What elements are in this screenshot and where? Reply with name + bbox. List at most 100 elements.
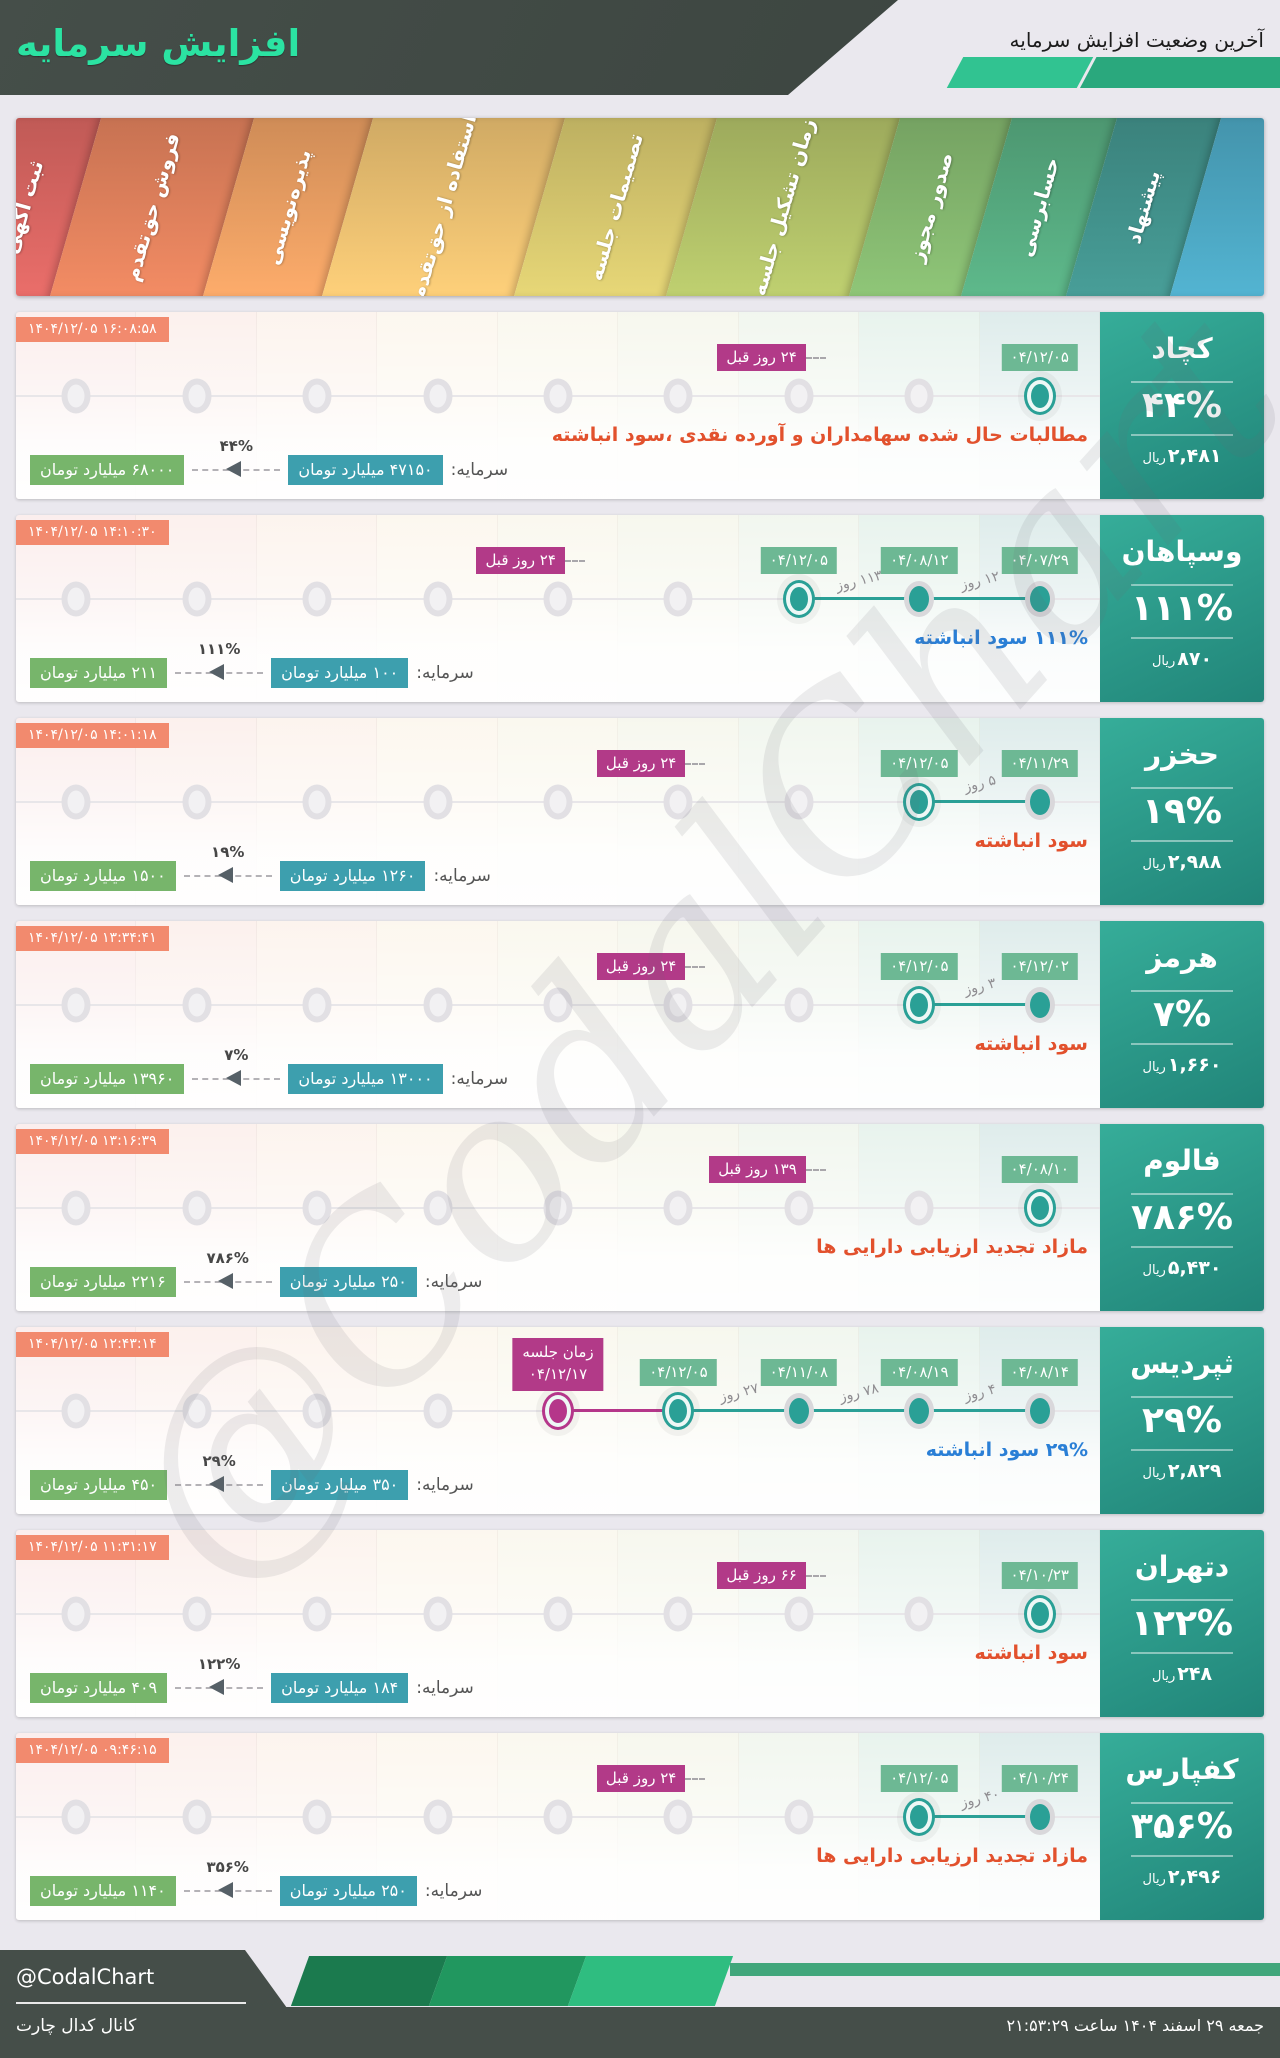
stage-label: زمان تشکیل جلسه [745, 118, 820, 296]
report-timestamp-badge: ۱۴۰۴/۱۲/۰۵ ۱۱:۳۱:۱۷ [16, 1535, 169, 1560]
report-timestamp-badge: ۱۴۰۴/۱۲/۰۵ ۰۹:۴۶:۱۵ [16, 1738, 169, 1763]
arrow-head-icon [217, 1273, 233, 1289]
stage-label: پیشنهاد [1121, 167, 1166, 247]
capital-increase-percent: ۲۹% [202, 1452, 236, 1470]
capital-increase-percent: ۷۸۶% [206, 1249, 249, 1267]
days-ago-badge: ۶۶ روز قبل [717, 1562, 806, 1589]
increase-source-text: مطالبات حال شده سهامداران و آورده نقدی ،… [551, 424, 1088, 446]
timeline-layer: ۱۱۳ روز ۱۲ روز ۰۴/۱۲/۰۵ ۲۴ روز قبل ۰۴/۰۸/۱۲ ۰… [16, 515, 1100, 702]
panel-divider-top [1131, 1396, 1233, 1398]
share-price: ۲,۹۸۸ ریال [1143, 851, 1222, 873]
stage-dot-empty [61, 1190, 91, 1226]
stage-dot-active [1026, 380, 1053, 412]
stage-dot-active [665, 1395, 692, 1427]
stage-dot-empty [663, 987, 693, 1023]
increase-percent: ۱۱۱% [1131, 588, 1233, 629]
company-name: حخزر [1145, 738, 1219, 771]
capital-row: ۱۳۹۶۰ میلیارد تومان ۷% ۱۳۰۰۰ میلیارد توم… [30, 1046, 508, 1095]
stage-dot-empty [423, 784, 453, 820]
increase-percent: ۷۸۶% [1131, 1197, 1233, 1238]
gap-days-label: ۲۷ روز [717, 1380, 760, 1406]
stage-dot-active [904, 581, 935, 617]
days-ago-group: ۲۴ روز قبل [596, 1765, 706, 1792]
gap-days-label: ۱۲ روز [958, 568, 1001, 594]
event-date-badge: ۰۴/۰۸/۱۴ [1001, 1359, 1078, 1386]
capital-new-value: ۲۲۱۶ میلیارد تومان [30, 1267, 176, 1297]
stage-label: صدور مجوز [903, 149, 958, 265]
price-number: ۲,۸۲۹ [1167, 1460, 1222, 1482]
dashed-connector [685, 762, 706, 765]
event-date-badge: ۰۴/۱۱/۰۸ [760, 1359, 838, 1386]
capital-label: سرمایه: [416, 663, 474, 683]
capital-current-value: ۴۷۱۵۰ میلیارد تومان [288, 455, 443, 485]
company-name: کچاد [1151, 332, 1213, 365]
price-number: ۲,۴۹۶ [1167, 1866, 1222, 1888]
increase-percent: ۲۹% [1141, 1400, 1222, 1441]
stage-dot-empty [543, 1596, 573, 1632]
price-unit: ریال [1142, 1263, 1166, 1278]
event-date-badge: ۰۴/۱۰/۲۳ [1001, 1562, 1078, 1589]
gap-days-label: ۴۰ روز [958, 1786, 1001, 1812]
event-date-badge: ۰۴/۰۸/۱۲ [881, 547, 958, 574]
dashed-connector [685, 965, 706, 968]
stage-dot-empty [61, 378, 91, 414]
company-panel: فالوم ۷۸۶% ۵,۴۳۰ ریال [1100, 1124, 1264, 1311]
capital-row: ۶۸۰۰۰ میلیارد تومان ۴۴% ۴۷۱۵۰ میلیارد تو… [30, 437, 508, 486]
price-number: ۲,۴۸۱ [1167, 445, 1222, 467]
report-timestamp-badge: ۱۴۰۴/۱۲/۰۵ ۱۳:۳۴:۴۱ [16, 926, 169, 951]
increase-percent: ۱۹% [1141, 791, 1222, 832]
panel-divider-top [1131, 1599, 1233, 1601]
capital-increase-percent: ۱۱۱% [197, 640, 241, 658]
footer-divider [16, 2002, 246, 2004]
company-card: ۰۴/۱۲/۰۵ ۲۴ روز قبل ۱۴۰۴/۱۲/۰۵ ۱۶:۰۸:۵۸ م… [16, 312, 1264, 499]
panel-divider-bottom [1131, 637, 1233, 639]
increase-source-text: ۲۹% سود انباشته [925, 1439, 1088, 1461]
increase-percent: ۴۴% [1141, 385, 1222, 426]
company-panel: کچاد ۴۴% ۲,۴۸۱ ریال [1100, 312, 1264, 499]
capital-current-value: ۱۳۰۰۰ میلیارد تومان [288, 1064, 443, 1094]
capital-arrow: ۲۹% [175, 1452, 264, 1501]
stage-dot-empty [423, 1190, 453, 1226]
header-green-shape-dark [1080, 57, 1280, 88]
page-header: افزایش سرمایه آخرین وضعیت افزایش سرمایه [0, 0, 1280, 95]
dashed-connector [805, 1574, 826, 1577]
report-timestamp-badge: ۱۴۰۴/۱۲/۰۵ ۱۳:۱۶:۳۹ [16, 1129, 169, 1154]
arrow-head-icon [217, 1882, 233, 1898]
event-date-badge: ۰۴/۱۲/۰۵ [760, 547, 838, 574]
header-green-shape-light [946, 57, 1094, 88]
arrow-head-icon [209, 1679, 225, 1695]
event-date-badge: ۰۴/۰۸/۱۰ [1001, 1156, 1078, 1183]
capital-increase-percent: ۴۴% [219, 437, 253, 455]
stage-dot-empty [302, 1190, 332, 1226]
company-card: ۰۴/۰۸/۱۰ ۱۳۹ روز قبل ۱۴۰۴/۱۲/۰۵ ۱۳:۱۶:۳۹ … [16, 1124, 1264, 1311]
gap-days-label: ۱۱۳ روز [834, 567, 884, 595]
gap-days-label: ۵ روز [961, 772, 998, 796]
timeline-layer: ۰۴/۱۲/۰۵ ۲۴ روز قبل [16, 312, 1100, 499]
days-ago-group: ۲۴ روز قبل [717, 344, 826, 371]
stage-dot-empty [302, 784, 332, 820]
panel-divider-bottom [1131, 1652, 1233, 1654]
stages-banner: ثبت آگهی فروش حق‌تقدم پذیره‌نویسی استفاد… [16, 118, 1264, 296]
increase-source-text: سود انباشته [974, 1033, 1088, 1055]
company-name: وسپاهان [1121, 535, 1243, 568]
capital-increase-percent: ۱۹% [211, 843, 245, 861]
panel-divider-top [1131, 584, 1233, 586]
stage-dot-empty [302, 1393, 332, 1429]
stage-dot-empty [543, 1799, 573, 1835]
capital-row: ۴۰۹ میلیارد تومان ۱۲۲% ۱۸۴ میلیارد تومان… [30, 1655, 474, 1704]
price-unit: ریال [1151, 1669, 1176, 1684]
share-price: ۱,۶۶۰ ریال [1143, 1054, 1222, 1076]
stage-stripes: ثبت آگهی فروش حق‌تقدم پذیره‌نویسی استفاد… [16, 118, 1264, 296]
stage-dot-empty [904, 1190, 934, 1226]
stage-label: ثبت آگهی [16, 157, 49, 257]
capital-arrow: ۱۹% [183, 843, 272, 892]
price-unit: ریال [1151, 654, 1176, 669]
company-panel: کفپارس ۳۵۶% ۲,۴۹۶ ریال [1100, 1733, 1264, 1920]
report-timestamp-badge: ۱۴۰۴/۱۲/۰۵ ۱۶:۰۸:۵۸ [16, 317, 169, 342]
timeline-layer: ۲۷ روز ۷۸ روز ۴ روز زمان جلسه ۰۴/۱۲/۱۷ ۰۴/۱۲/… [16, 1327, 1100, 1514]
stage-dot-empty [663, 581, 693, 617]
company-name: ثپردیس [1130, 1347, 1234, 1380]
stage-dot-active [906, 786, 933, 818]
stage-dot-active [1026, 1192, 1053, 1224]
arrow-head-icon [209, 664, 225, 680]
